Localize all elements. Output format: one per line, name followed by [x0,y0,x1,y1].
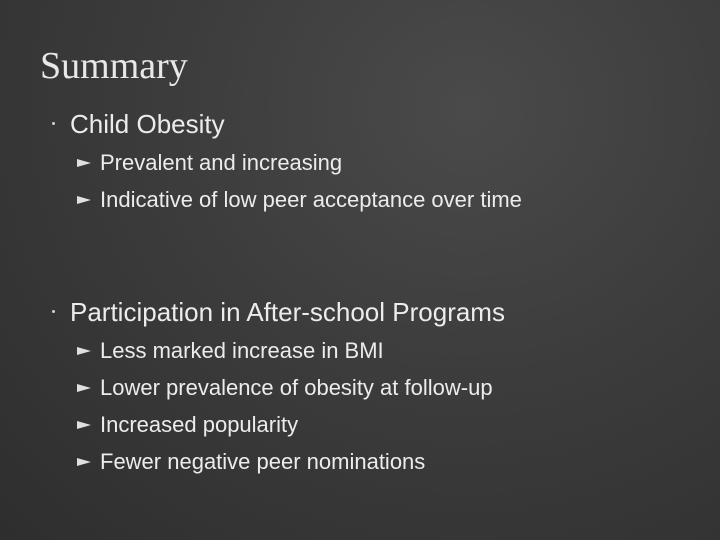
bullet-text: Increased popularity [100,412,299,437]
bullet-text: Less marked increase in BMI [100,338,384,363]
bullet-arrow [77,421,91,429]
bullet-text: Child Obesity [70,109,225,139]
bullet-level-2: Increased popularity [77,406,625,443]
bullet-text: Prevalent and increasing [100,150,343,175]
bullet-level-2: Prevalent and increasing [77,144,625,181]
bullet-arrow [77,458,91,466]
bullet-text: Participation in After-school Programs [70,297,505,327]
bullet-level-1: Child Obesity [52,109,225,139]
bullet-level-1: Participation in After-school Programs [52,297,505,327]
bullet-level-2: Less marked increase in BMI [77,332,625,369]
bullet-text: Fewer negative peer nominations [100,449,426,474]
bullet-arrow [77,159,91,167]
slide-title: Summary [40,45,188,87]
bullet-arrow [77,384,91,392]
bullet-level-2: Fewer negative peer nominations [77,443,625,480]
bullet-level-2: Indicative of low peer acceptance over t… [77,181,625,218]
bullet-text: Lower prevalence of obesity at follow-up [100,375,493,400]
bullet-arrow [77,196,91,204]
bullet-arrow [77,347,91,355]
bullet-dot [52,122,55,125]
bullet-text: Indicative of low peer acceptance over t… [100,187,522,212]
bullet-level-2: Lower prevalence of obesity at follow-up [77,369,625,406]
bullet-dot [52,310,55,313]
